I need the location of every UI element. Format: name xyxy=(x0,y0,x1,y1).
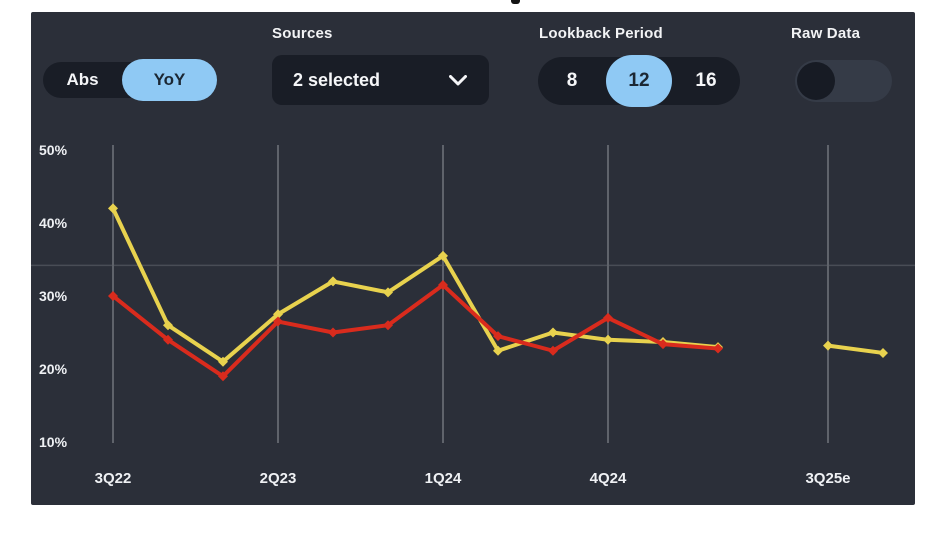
data-point-source-1-yoy xyxy=(328,276,338,287)
data-point-source-1-yoy xyxy=(163,320,173,331)
data-point-source-1-yoy xyxy=(273,309,283,320)
data-point-source-1-yoy xyxy=(218,356,228,367)
x-axis-tick-label: 3Q25e xyxy=(805,470,850,487)
y-axis-tick-label: 40% xyxy=(39,215,68,231)
cropped-title-glyph xyxy=(511,0,520,4)
data-point-source-1-yoy xyxy=(603,334,613,345)
data-point-source-2-yoy xyxy=(218,371,228,382)
data-point-source-2-yoy xyxy=(273,316,283,327)
sources-label: Sources xyxy=(272,25,333,42)
raw-data-label: Raw Data xyxy=(791,25,861,42)
x-axis-tick-label: 4Q24 xyxy=(590,470,627,487)
lookback-period-label: Lookback Period xyxy=(539,25,663,42)
sources-dropdown-value: 2 selected xyxy=(293,69,381,90)
sources-dropdown[interactable]: 2 selected xyxy=(272,55,489,105)
x-axis-tick-label: 1Q24 xyxy=(425,470,462,487)
data-point-source-1-yoy xyxy=(493,345,503,356)
data-point-source-2-yoy xyxy=(603,312,613,323)
y-axis-tick-label: 50% xyxy=(39,142,68,158)
lookback-option-12[interactable]: 12 xyxy=(606,55,672,107)
data-point-source-2-yoy xyxy=(328,327,338,338)
lookback-option-8[interactable]: 8 xyxy=(538,57,606,105)
data-point-source-2-yoy xyxy=(713,343,723,354)
data-point-source-2-yoy xyxy=(658,339,668,350)
data-point-source-1-yoy-estimate xyxy=(878,347,888,358)
abs-yoy-toggle: Abs YoY xyxy=(43,59,217,101)
raw-data-toggle-knob xyxy=(797,62,835,100)
data-point-source-1-yoy xyxy=(713,342,723,353)
y-axis-tick-label: 20% xyxy=(39,361,68,377)
data-point-source-1-yoy xyxy=(383,287,393,298)
data-point-source-2-yoy xyxy=(108,291,118,301)
chevron-down-icon xyxy=(449,74,467,85)
data-point-source-2-yoy xyxy=(438,280,448,291)
data-point-source-1-yoy-estimate xyxy=(823,340,833,351)
lookback-option-16[interactable]: 16 xyxy=(672,57,740,105)
series-line-source-1-yoy-estimate xyxy=(826,343,885,355)
y-axis-tick-label: 10% xyxy=(39,434,68,450)
yoy-button[interactable]: YoY xyxy=(122,59,217,101)
data-point-source-2-yoy xyxy=(548,345,558,356)
data-point-source-2-yoy xyxy=(493,331,503,342)
data-point-source-1-yoy xyxy=(548,327,558,338)
abs-button[interactable]: Abs xyxy=(43,62,122,98)
data-point-source-2-yoy xyxy=(383,320,393,331)
data-point-source-1-yoy xyxy=(438,250,448,261)
lookback-segmented-control: 8 12 16 xyxy=(538,55,740,107)
y-axis-tick-label: 30% xyxy=(39,288,68,304)
series-line-source-1-yoy xyxy=(111,206,720,364)
raw-data-toggle[interactable] xyxy=(795,60,892,102)
x-axis-tick-label: 3Q22 xyxy=(95,470,132,487)
chart-panel: Abs YoY Sources 2 selected Lookback Peri… xyxy=(31,12,915,505)
data-point-source-1-yoy xyxy=(658,336,668,347)
data-point-source-1-yoy xyxy=(108,203,118,214)
x-axis-tick-label: 2Q23 xyxy=(260,470,297,487)
series-line-source-2-yoy xyxy=(111,283,720,379)
data-point-source-2-yoy xyxy=(163,334,173,345)
